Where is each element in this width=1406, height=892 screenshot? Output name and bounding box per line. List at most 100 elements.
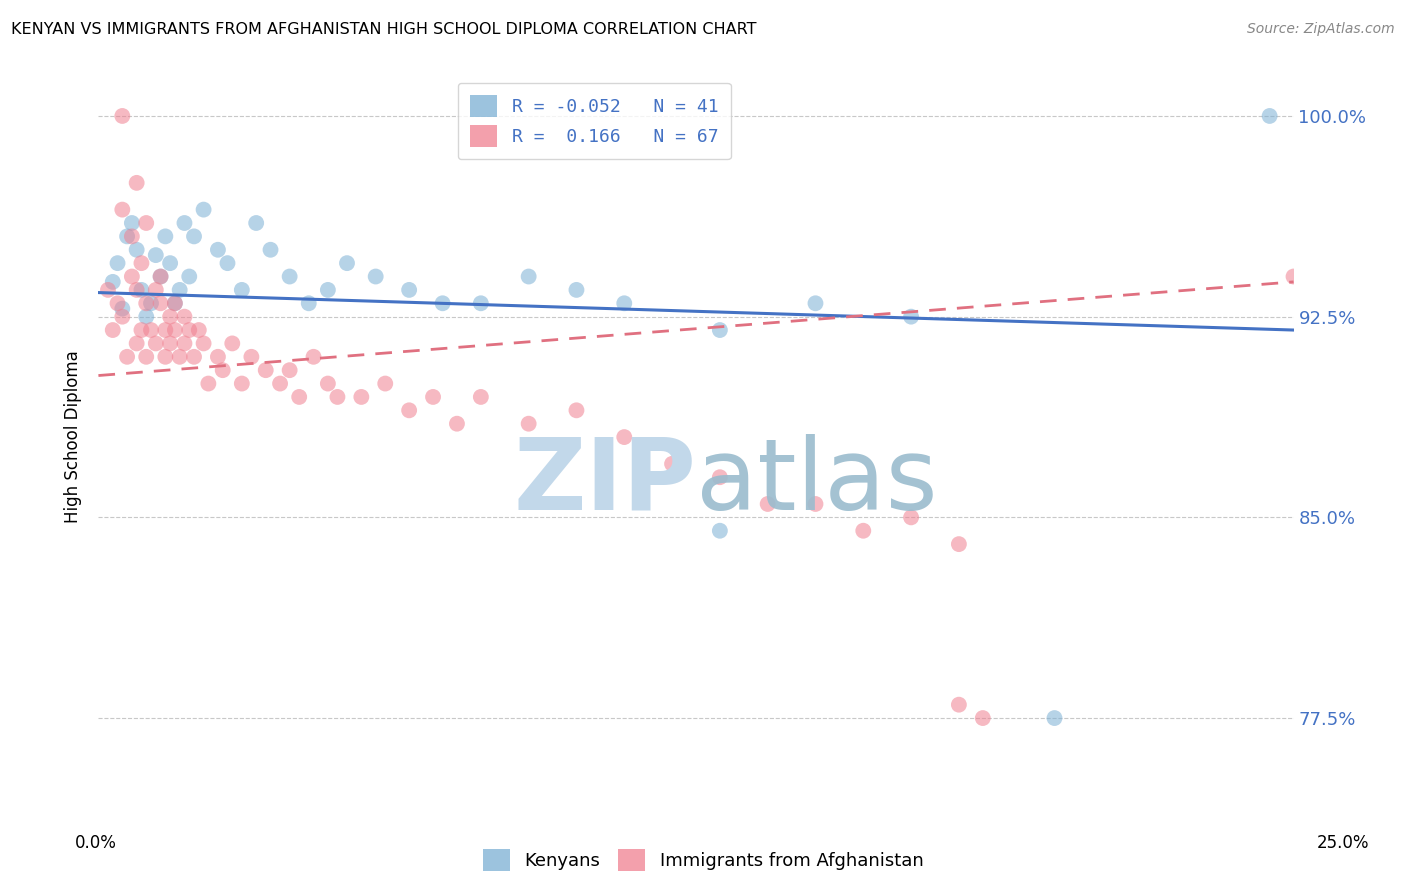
Point	[131, 283, 153, 297]
Point	[422, 390, 444, 404]
Point	[111, 301, 134, 316]
Point	[121, 216, 143, 230]
Point	[149, 269, 172, 284]
Point	[135, 350, 157, 364]
Point	[661, 457, 683, 471]
Point	[231, 283, 253, 297]
Point	[173, 336, 195, 351]
Point	[398, 403, 420, 417]
Point	[101, 323, 124, 337]
Point	[145, 336, 167, 351]
Point	[115, 229, 138, 244]
Point	[179, 323, 201, 337]
Point	[613, 430, 636, 444]
Point	[111, 310, 134, 324]
Point	[278, 269, 301, 284]
Point	[350, 390, 373, 404]
Point	[139, 296, 162, 310]
Point	[125, 243, 148, 257]
Point	[149, 269, 172, 284]
Point	[254, 363, 277, 377]
Text: ZIP: ZIP	[513, 434, 696, 531]
Point	[470, 390, 492, 404]
Point	[245, 216, 267, 230]
Point	[193, 336, 215, 351]
Y-axis label: High School Diploma: High School Diploma	[65, 351, 83, 524]
Point	[179, 269, 201, 284]
Point	[159, 310, 181, 324]
Point	[326, 390, 349, 404]
Point	[316, 376, 339, 391]
Legend: Kenyans, Immigrants from Afghanistan: Kenyans, Immigrants from Afghanistan	[475, 842, 931, 879]
Point	[565, 403, 588, 417]
Point	[193, 202, 215, 217]
Point	[111, 109, 134, 123]
Point	[217, 256, 239, 270]
Point	[125, 176, 148, 190]
Point	[211, 363, 233, 377]
Point	[316, 283, 339, 297]
Point	[135, 296, 157, 310]
Point	[364, 269, 387, 284]
Point	[197, 376, 219, 391]
Point	[336, 256, 359, 270]
Point	[240, 350, 263, 364]
Point	[163, 323, 186, 337]
Text: atlas: atlas	[696, 434, 938, 531]
Point	[613, 296, 636, 310]
Legend: R = -0.052   N = 41, R =  0.166   N = 67: R = -0.052 N = 41, R = 0.166 N = 67	[458, 83, 731, 160]
Point	[101, 275, 124, 289]
Point	[135, 216, 157, 230]
Point	[259, 243, 281, 257]
Point	[517, 417, 540, 431]
Point	[145, 248, 167, 262]
Point	[183, 229, 205, 244]
Point	[125, 336, 148, 351]
Point	[131, 256, 153, 270]
Point	[398, 283, 420, 297]
Point	[115, 350, 138, 364]
Point	[709, 524, 731, 538]
Text: 0.0%: 0.0%	[75, 834, 117, 852]
Point	[145, 283, 167, 297]
Point	[269, 376, 291, 391]
Point	[432, 296, 454, 310]
Point	[804, 497, 827, 511]
Point	[163, 296, 186, 310]
Point	[948, 698, 970, 712]
Point	[900, 310, 922, 324]
Point	[125, 283, 148, 297]
Point	[121, 229, 143, 244]
Point	[107, 256, 129, 270]
Point	[111, 202, 134, 217]
Point	[121, 269, 143, 284]
Text: KENYAN VS IMMIGRANTS FROM AFGHANISTAN HIGH SCHOOL DIPLOMA CORRELATION CHART: KENYAN VS IMMIGRANTS FROM AFGHANISTAN HI…	[11, 22, 756, 37]
Point	[139, 323, 162, 337]
Text: Source: ZipAtlas.com: Source: ZipAtlas.com	[1247, 22, 1395, 37]
Point	[159, 256, 181, 270]
Point	[948, 537, 970, 551]
Point	[155, 229, 177, 244]
Point	[1258, 109, 1281, 123]
Point	[709, 470, 731, 484]
Point	[298, 296, 321, 310]
Point	[1043, 711, 1066, 725]
Point	[517, 269, 540, 284]
Point	[169, 350, 191, 364]
Point	[852, 524, 875, 538]
Point	[709, 323, 731, 337]
Point	[183, 350, 205, 364]
Point	[155, 323, 177, 337]
Point	[131, 323, 153, 337]
Point	[173, 310, 195, 324]
Point	[169, 283, 191, 297]
Point	[972, 711, 994, 725]
Point	[97, 283, 120, 297]
Text: 25.0%: 25.0%	[1316, 834, 1369, 852]
Point	[231, 376, 253, 391]
Point	[804, 296, 827, 310]
Point	[1282, 269, 1305, 284]
Point	[159, 336, 181, 351]
Point	[221, 336, 243, 351]
Point	[470, 296, 492, 310]
